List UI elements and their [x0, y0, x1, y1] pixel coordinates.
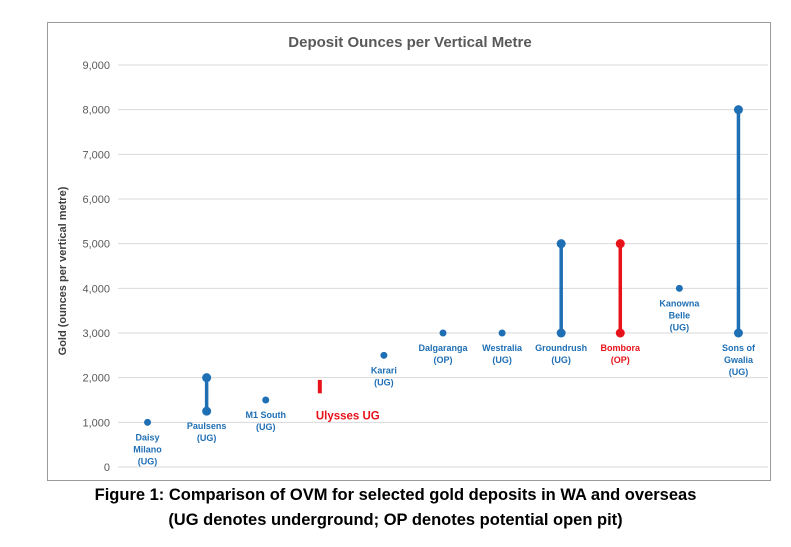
figure-caption-line-1: Figure 1: Comparison of OVM for selected…	[94, 486, 697, 504]
deposit-label: Kanowna	[659, 298, 700, 308]
deposit-label: (OP)	[611, 355, 630, 365]
chart-canvas: Deposit Ounces per Vertical Metre Gold (…	[57, 34, 768, 474]
deposit-point-high	[615, 239, 625, 249]
data-labels: Daisy Milano (UG) Paulsens (UG) M1 South (UG) U…	[133, 298, 756, 466]
y-tick-label: 8,000	[82, 105, 110, 117]
y-tick-label: 4,000	[82, 283, 110, 295]
deposit-label: Dalgaranga	[418, 343, 468, 353]
figure-caption-line-2: (UG denotes underground; OP denotes pote…	[168, 511, 623, 529]
deposit-label: Milano	[133, 444, 162, 454]
deposit-label: (UG)	[374, 377, 394, 387]
deposit-label: Sons of	[722, 343, 756, 353]
deposit-label: Westralia	[482, 343, 523, 353]
deposit-label: (UG)	[492, 355, 512, 365]
deposit-point-low	[144, 418, 152, 426]
y-tick-label: 1,000	[82, 417, 110, 429]
deposit-point-high	[733, 105, 743, 115]
deposit-label: (UG)	[670, 322, 690, 332]
deposit-label: Groundrush	[535, 343, 587, 353]
deposit-label: (UG)	[197, 433, 217, 443]
deposit-range-bar	[317, 379, 322, 394]
chart-frame: Deposit Ounces per Vertical Metre Gold (…	[47, 22, 771, 481]
y-tick-label: 5,000	[82, 239, 110, 251]
deposit-point-low	[498, 329, 506, 337]
deposit-point-low	[439, 329, 447, 337]
y-tick-label: 0	[104, 462, 110, 474]
deposit-point-low	[675, 284, 683, 292]
deposit-point-low	[733, 328, 743, 338]
y-tick-label: 3,000	[82, 328, 110, 340]
deposit-label: Belle	[669, 310, 691, 320]
y-tick-label: 6,000	[82, 194, 110, 206]
y-axis-label: Gold (ounces per vertical metre)	[57, 186, 69, 355]
y-tick-label: 9,000	[82, 60, 110, 72]
deposit-point-high	[202, 373, 212, 383]
deposit-label: Karari	[371, 365, 397, 375]
deposit-label: (OP)	[434, 355, 453, 365]
chart-title: Deposit Ounces per Vertical Metre	[288, 34, 531, 51]
deposit-point-high	[556, 239, 566, 249]
deposit-label: Gwalia	[724, 355, 754, 365]
deposit-label: (UG)	[256, 422, 276, 432]
data-marks	[144, 105, 743, 426]
deposit-label: M1 South	[245, 410, 286, 420]
deposit-label: Daisy	[136, 432, 160, 442]
deposit-point-low	[556, 328, 566, 338]
grid-layer	[118, 64, 768, 468]
deposit-point-low	[380, 351, 388, 359]
deposit-point-low	[262, 396, 270, 404]
deposit-label: Bombora	[601, 343, 641, 353]
deposit-point-low	[615, 328, 625, 338]
y-tick-label: 2,000	[82, 373, 110, 385]
y-tick-label: 7,000	[82, 149, 110, 161]
y-tick-labels: 0 1,000 2,000 3,000 4,000 5,000 6,000 7,000 8,00…	[82, 60, 110, 474]
deposit-label: (UG)	[551, 355, 571, 365]
deposit-label: (UG)	[138, 456, 158, 466]
deposit-point-low	[202, 406, 212, 416]
deposit-label: Paulsens	[187, 421, 227, 431]
deposit-label: Ulysses UG	[316, 410, 380, 422]
deposit-label: (UG)	[729, 367, 749, 377]
